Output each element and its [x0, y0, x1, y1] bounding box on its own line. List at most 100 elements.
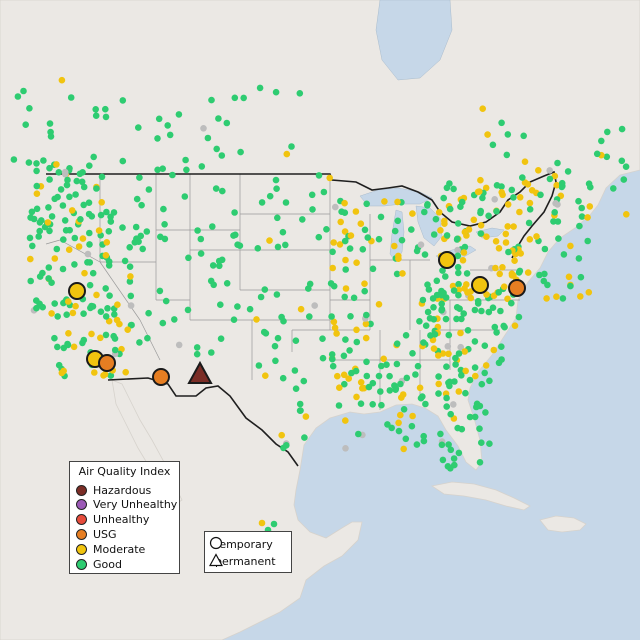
- monitor-marker[interactable]: [51, 300, 58, 307]
- monitor-marker[interactable]: [455, 449, 463, 457]
- monitor-marker[interactable]: [296, 400, 304, 408]
- monitor-marker[interactable]: [392, 386, 399, 394]
- monitor-marker[interactable]: [336, 241, 344, 248]
- monitor-marker[interactable]: [437, 227, 444, 234]
- monitor-marker[interactable]: [525, 219, 533, 227]
- monitor-marker[interactable]: [258, 199, 266, 206]
- monitor-marker[interactable]: [361, 287, 369, 295]
- monitor-marker[interactable]: [467, 288, 474, 295]
- monitor-marker[interactable]: [445, 441, 452, 448]
- monitor-marker[interactable]: [319, 335, 326, 343]
- monitor-marker[interactable]: [367, 320, 374, 328]
- monitor-marker[interactable]: [584, 237, 591, 245]
- monitor-marker[interactable]: [452, 361, 459, 368]
- monitor-marker[interactable]: [331, 324, 339, 332]
- monitor-marker[interactable]: [171, 316, 178, 323]
- monitor-marker[interactable]: [328, 351, 336, 358]
- monitor-marker[interactable]: [86, 162, 93, 169]
- monitor-marker[interactable]: [533, 233, 540, 240]
- monitor-marker[interactable]: [98, 199, 105, 206]
- monitor-marker[interactable]: [113, 316, 121, 324]
- monitor-marker[interactable]: [394, 198, 401, 206]
- monitor-marker[interactable]: [51, 255, 59, 262]
- monitor-marker[interactable]: [323, 226, 330, 233]
- monitor-marker[interactable]: [430, 316, 438, 323]
- monitor-marker[interactable]: [342, 266, 350, 273]
- monitor-marker[interactable]: [154, 166, 161, 174]
- monitor-marker[interactable]: [516, 194, 524, 201]
- monitor-marker[interactable]: [414, 362, 422, 370]
- monitor-marker[interactable]: [273, 185, 280, 192]
- monitor-marker[interactable]: [546, 175, 554, 183]
- monitor-marker[interactable]: [198, 163, 206, 170]
- monitor-marker[interactable]: [476, 459, 484, 466]
- monitor-marker[interactable]: [363, 200, 371, 208]
- monitor-marker[interactable]: [197, 250, 205, 257]
- monitor-marker[interactable]: [200, 125, 207, 132]
- monitor-marker[interactable]: [375, 301, 383, 308]
- monitor-marker[interactable]: [461, 348, 469, 355]
- monitor-marker[interactable]: [393, 270, 401, 278]
- monitor-marker[interactable]: [391, 227, 399, 235]
- monitor-marker[interactable]: [440, 289, 447, 297]
- monitor-marker[interactable]: [381, 198, 388, 205]
- monitor-marker[interactable]: [216, 262, 223, 270]
- monitor-marker[interactable]: [329, 248, 336, 256]
- monitor-marker[interactable]: [47, 133, 55, 140]
- monitor-marker[interactable]: [161, 235, 169, 243]
- monitor-marker[interactable]: [455, 280, 462, 288]
- monitor-marker[interactable]: [218, 256, 226, 264]
- monitor-marker[interactable]: [577, 293, 584, 300]
- monitor-marker[interactable]: [454, 252, 462, 260]
- monitor-marker[interactable]: [136, 339, 143, 346]
- monitor-marker[interactable]: [369, 401, 377, 408]
- monitor-marker[interactable]: [288, 143, 295, 150]
- monitor-marker[interactable]: [498, 356, 505, 363]
- monitor-marker[interactable]: [508, 270, 516, 278]
- monitor-marker[interactable]: [433, 277, 441, 285]
- monitor-marker[interactable]: [232, 231, 239, 239]
- monitor-marker[interactable]: [458, 315, 465, 323]
- monitor-marker[interactable]: [409, 412, 416, 420]
- monitor-marker[interactable]: [397, 380, 404, 388]
- monitor-marker[interactable]: [402, 332, 410, 339]
- monitor-marker[interactable]: [266, 237, 273, 244]
- monitor-marker[interactable]: [246, 305, 254, 313]
- monitor-marker[interactable]: [565, 273, 573, 281]
- monitor-marker[interactable]: [33, 160, 40, 167]
- monitor-marker[interactable]: [51, 334, 58, 342]
- monitor-marker[interactable]: [482, 409, 489, 416]
- monitor-marker[interactable]: [80, 183, 88, 191]
- monitor-marker[interactable]: [559, 182, 566, 190]
- monitor-marker[interactable]: [508, 299, 515, 307]
- monitor-marker[interactable]: [422, 322, 430, 330]
- monitor-marker[interactable]: [92, 112, 100, 119]
- monitor-marker[interactable]: [95, 227, 103, 234]
- monitor-marker[interactable]: [59, 202, 67, 209]
- monitor-marker[interactable]: [79, 339, 86, 347]
- monitor-marker[interactable]: [336, 384, 343, 392]
- monitor-marker[interactable]: [476, 188, 483, 195]
- monitor-marker[interactable]: [91, 369, 98, 376]
- monitor-marker[interactable]: [430, 345, 438, 352]
- monitor-marker[interactable]: [427, 332, 434, 339]
- monitor-marker[interactable]: [86, 241, 93, 248]
- monitor-marker[interactable]: [45, 275, 52, 282]
- monitor-marker[interactable]: [442, 273, 449, 280]
- monitor-marker[interactable]: [460, 249, 468, 256]
- monitor-marker[interactable]: [128, 321, 135, 329]
- monitor-marker[interactable]: [489, 304, 497, 312]
- monitor-marker[interactable]: [282, 241, 289, 249]
- monitor-marker[interactable]: [470, 216, 478, 224]
- monitor-marker[interactable]: [504, 295, 511, 303]
- monitor-marker[interactable]: [450, 455, 458, 462]
- monitor-marker[interactable]: [332, 203, 339, 211]
- monitor-marker[interactable]: [450, 401, 457, 408]
- monitor-marker[interactable]: [357, 220, 365, 227]
- monitor-marker[interactable]: [471, 364, 479, 371]
- monitor-marker[interactable]: [105, 317, 113, 325]
- monitor-marker[interactable]: [90, 153, 97, 161]
- monitor-marker[interactable]: [552, 200, 559, 207]
- monitor-marker[interactable]: [543, 295, 550, 302]
- monitor-marker[interactable]: [450, 185, 457, 193]
